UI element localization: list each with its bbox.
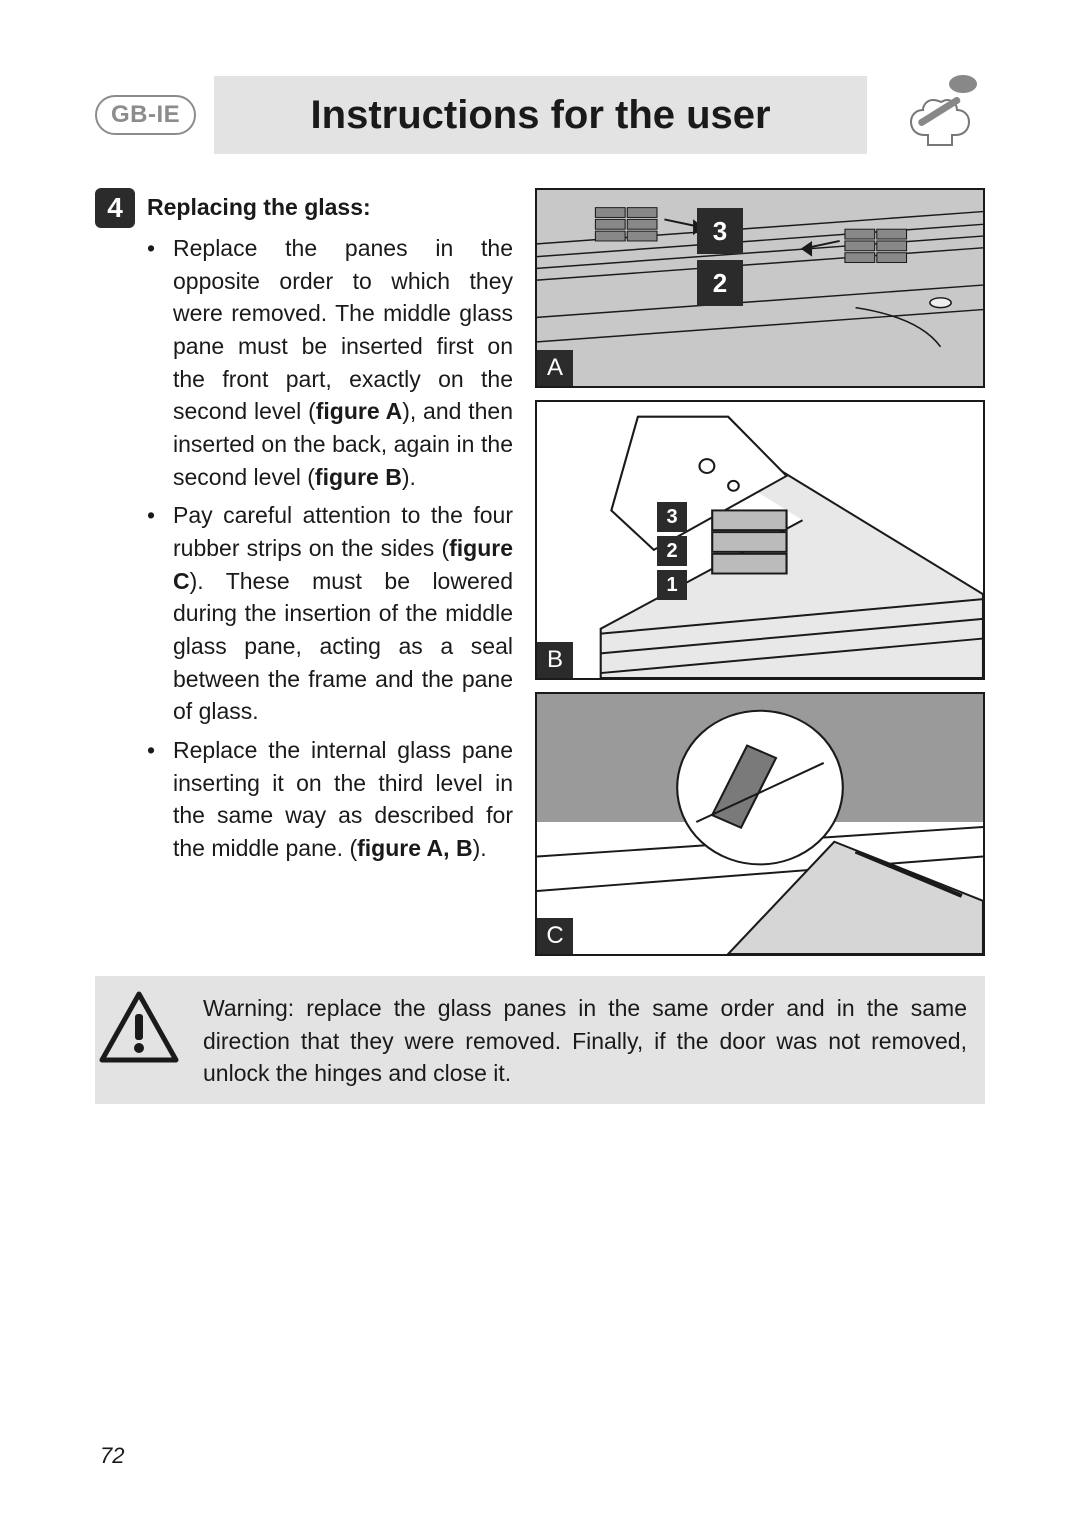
warning-box: Warning: replace the glass panes in the … xyxy=(95,976,985,1104)
figure-label: B xyxy=(537,642,573,678)
language-badge: GB-IE xyxy=(95,95,196,135)
list-item: Pay careful attention to the four rubber… xyxy=(147,499,513,728)
page-title: Instructions for the user xyxy=(311,93,771,138)
figure-ref: figure A, B xyxy=(357,835,472,861)
step-title: Replacing the glass: xyxy=(147,188,371,223)
figure-label: C xyxy=(537,918,573,954)
warning-text: Warning: replace the glass panes in the … xyxy=(203,990,967,1090)
callout-number: 3 xyxy=(657,502,687,532)
figure-a: 3 2 A xyxy=(535,188,985,388)
instruction-list: Replace the panes in the opposite order … xyxy=(147,232,513,864)
step-number-badge: 4 xyxy=(95,188,135,228)
callout-number: 2 xyxy=(697,260,743,306)
figure-c: C xyxy=(535,692,985,956)
text: ). xyxy=(402,464,416,490)
chef-hat-spoon-icon xyxy=(885,70,985,160)
callout-number: 3 xyxy=(697,208,743,254)
text: Replace the panes in the opposite order … xyxy=(173,235,513,424)
step-heading: 4 Replacing the glass: xyxy=(95,188,513,228)
callout-number: 1 xyxy=(657,570,687,600)
figure-ref: figure A xyxy=(316,398,402,424)
figure-ref: figure B xyxy=(315,464,402,490)
figure-b: 3 2 1 B xyxy=(535,400,985,680)
header-row: GB-IE Instructions for the user xyxy=(95,70,985,160)
text: ). These must be lowered during the inse… xyxy=(173,568,513,725)
callout-number: 2 xyxy=(657,536,687,566)
instruction-text-column: 4 Replacing the glass: Replace the panes… xyxy=(95,188,513,956)
page-number: 72 xyxy=(100,1443,124,1469)
text: ). xyxy=(473,835,487,861)
body-row: 4 Replacing the glass: Replace the panes… xyxy=(95,188,985,956)
page: GB-IE Instructions for the user 4 Replac… xyxy=(0,0,1080,1529)
figure-label: A xyxy=(537,350,573,386)
list-item: Replace the internal glass pane insertin… xyxy=(147,734,513,865)
list-item: Replace the panes in the opposite order … xyxy=(147,232,513,493)
figure-column: 3 2 A xyxy=(535,188,985,956)
warning-triangle-icon xyxy=(95,990,183,1064)
title-bar: Instructions for the user xyxy=(214,76,867,154)
